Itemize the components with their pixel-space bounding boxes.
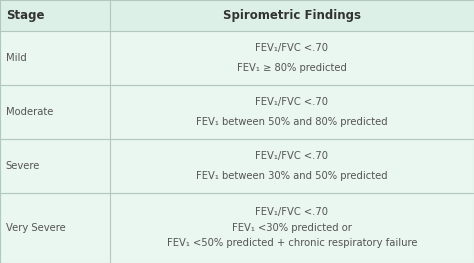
Text: Very Severe: Very Severe xyxy=(6,223,65,233)
Text: FEV₁ ≥ 80% predicted: FEV₁ ≥ 80% predicted xyxy=(237,63,347,73)
Text: Mild: Mild xyxy=(6,53,27,63)
Text: Moderate: Moderate xyxy=(6,107,53,117)
Bar xyxy=(0,139,474,193)
Text: FEV₁/FVC <.70: FEV₁/FVC <.70 xyxy=(255,97,328,107)
Bar xyxy=(0,193,474,263)
Bar xyxy=(0,0,474,31)
Bar xyxy=(0,85,474,139)
Text: FEV₁/FVC <.70: FEV₁/FVC <.70 xyxy=(255,43,328,53)
Text: Spirometric Findings: Spirometric Findings xyxy=(223,9,361,22)
Text: FEV₁ <30% predicted or: FEV₁ <30% predicted or xyxy=(232,223,352,233)
Text: FEV₁/FVC <.70: FEV₁/FVC <.70 xyxy=(255,208,328,218)
Text: FEV₁ between 30% and 50% predicted: FEV₁ between 30% and 50% predicted xyxy=(196,170,388,180)
Text: FEV₁/FVC <.70: FEV₁/FVC <.70 xyxy=(255,151,328,161)
Text: FEV₁ <50% predicted + chronic respiratory failure: FEV₁ <50% predicted + chronic respirator… xyxy=(167,238,417,248)
Text: Stage: Stage xyxy=(6,9,44,22)
Bar xyxy=(0,31,474,85)
Text: Severe: Severe xyxy=(6,161,40,171)
Text: FEV₁ between 50% and 80% predicted: FEV₁ between 50% and 80% predicted xyxy=(196,117,388,127)
